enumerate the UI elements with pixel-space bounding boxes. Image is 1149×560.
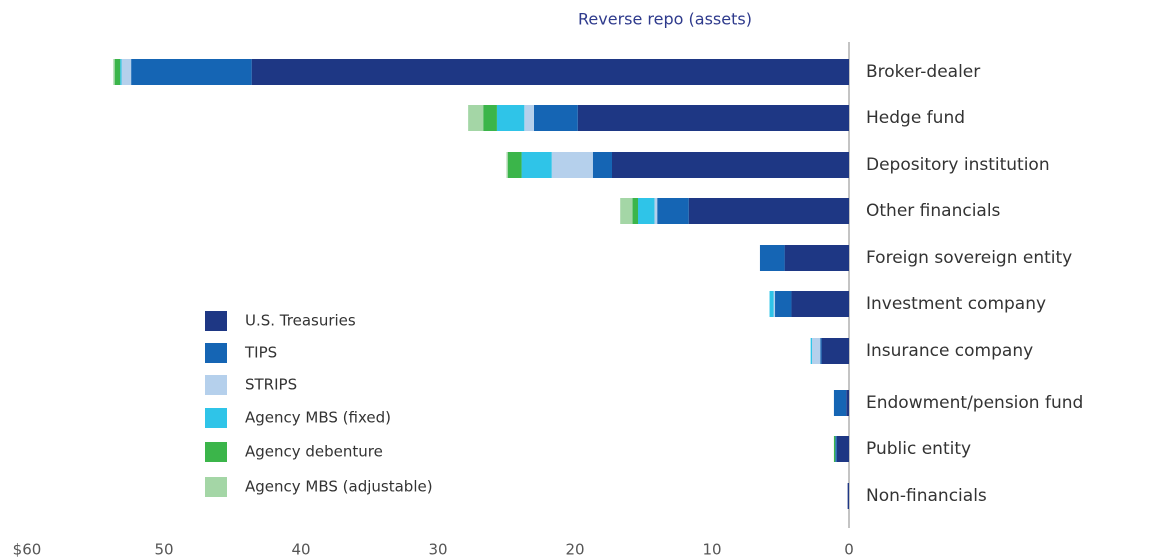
category-label: Foreign sovereign entity: [866, 248, 1072, 268]
category-label: Non-financials: [866, 486, 987, 506]
legend-label: TIPS: [244, 344, 277, 362]
bar-segment: [847, 483, 849, 509]
chart-title: Reverse repo (assets): [578, 10, 752, 29]
bar-segment: [611, 152, 849, 178]
bar-segment: [833, 390, 847, 416]
bar-segment: [810, 338, 813, 364]
category-label: Hedge fund: [866, 108, 965, 128]
category-label: Broker-dealer: [866, 62, 980, 82]
bar-segment: [657, 198, 689, 224]
x-tick-label: 20: [565, 541, 584, 559]
bar-segment: [113, 59, 115, 85]
bar-segment: [812, 338, 821, 364]
category-label: Investment company: [866, 294, 1046, 314]
legend-swatch: [205, 477, 227, 497]
x-tick-label: 50: [154, 541, 173, 559]
x-tick-label: 30: [428, 541, 447, 559]
x-tick-label: 40: [291, 541, 310, 559]
bar-segment: [251, 59, 849, 85]
bar-segment: [507, 152, 522, 178]
category-label: Insurance company: [866, 341, 1033, 361]
bar-segment: [533, 105, 578, 131]
bar-segment: [775, 291, 792, 317]
bar-segment: [784, 245, 849, 271]
category-label: Other financials: [866, 201, 1001, 221]
bar-segment: [835, 436, 837, 462]
x-tick-label: 0: [844, 541, 854, 559]
bar-segment: [496, 105, 525, 131]
bar-segment: [620, 198, 633, 224]
bar-segment: [551, 152, 593, 178]
bar-segment: [638, 198, 655, 224]
bar-segment: [506, 152, 508, 178]
bar-segment: [131, 59, 252, 85]
bar-segment: [820, 338, 822, 364]
bar-segment: [833, 436, 836, 462]
bar-segment: [483, 105, 497, 131]
bar-segment: [791, 291, 849, 317]
bar-segment: [836, 436, 849, 462]
legend-label: Agency debenture: [245, 443, 383, 461]
bar-segment: [688, 198, 849, 224]
bar-segment: [468, 105, 484, 131]
bar-segment: [773, 291, 776, 317]
bar-segment: [846, 390, 849, 416]
legend-label: Agency MBS (adjustable): [245, 478, 433, 496]
bar-segment: [759, 245, 785, 271]
legend-swatch: [205, 311, 227, 331]
bar-segment: [114, 59, 121, 85]
x-tick-label: $60: [13, 541, 42, 559]
bar-segment: [521, 152, 552, 178]
legend-label: Agency MBS (fixed): [245, 409, 391, 427]
bar-segment: [654, 198, 658, 224]
bar-segment: [769, 291, 774, 317]
bar-segment: [577, 105, 849, 131]
category-label: Public entity: [866, 439, 971, 459]
legend-label: U.S. Treasuries: [245, 312, 356, 330]
legend-swatch: [205, 375, 227, 395]
bar-segment: [821, 338, 849, 364]
legend-label: STRIPS: [245, 376, 297, 394]
legend-swatch: [205, 442, 227, 462]
bar-segment: [592, 152, 612, 178]
category-label: Depository institution: [866, 155, 1050, 175]
bar-segment: [632, 198, 639, 224]
bar-segment: [121, 59, 132, 85]
bar-segment: [524, 105, 534, 131]
x-tick-label: 10: [702, 541, 721, 559]
legend-swatch: [205, 408, 227, 428]
category-label: Endowment/pension fund: [866, 393, 1083, 413]
bar-segment: [120, 59, 122, 85]
legend-swatch: [205, 343, 227, 363]
